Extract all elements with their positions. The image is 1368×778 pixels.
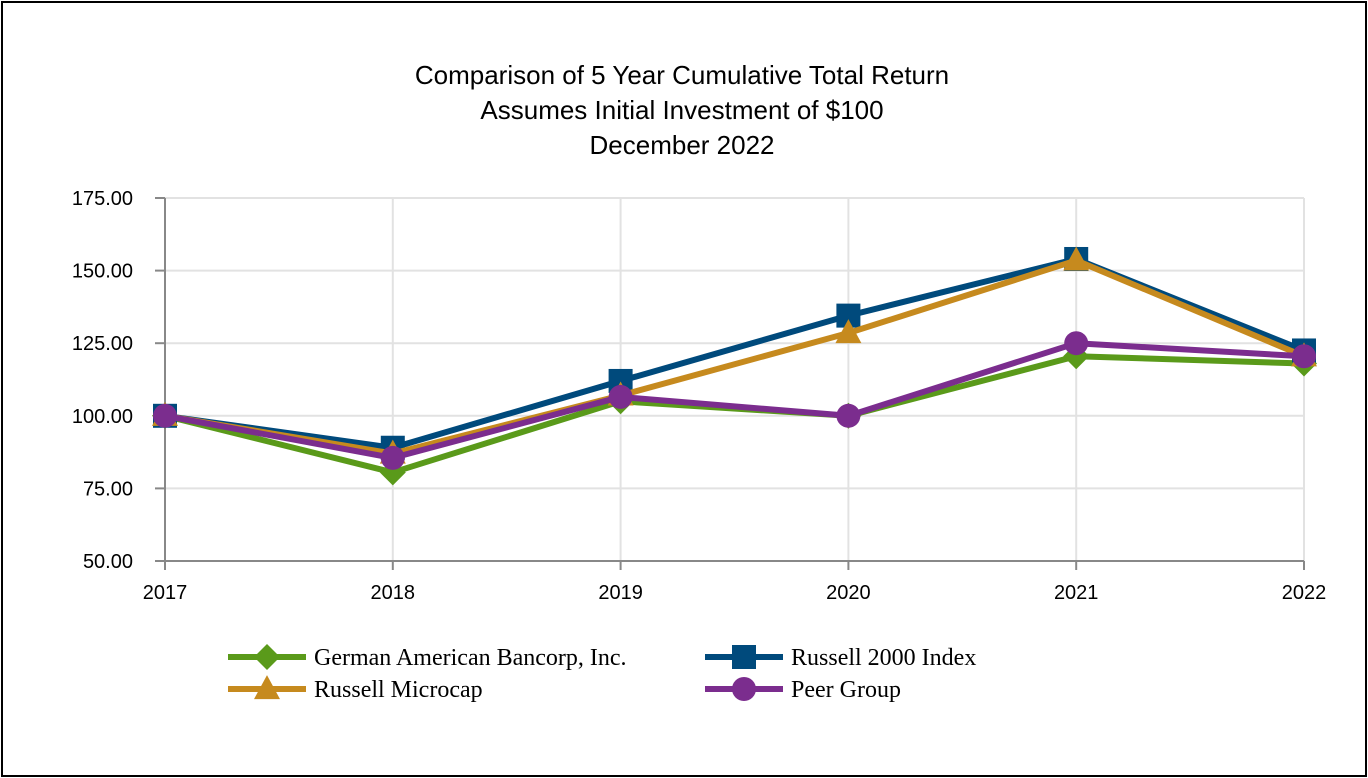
legend-item: Peer Group: [705, 677, 901, 703]
data-point-circle: [836, 403, 861, 428]
data-point-triangle: [1063, 246, 1090, 271]
y-tick-label: 125.00: [72, 333, 133, 355]
legend-marker-circle: [732, 677, 756, 701]
y-tick-label: 175.00: [72, 188, 133, 210]
data-point-circle: [153, 403, 177, 428]
x-tick-label: 2021: [1054, 582, 1099, 604]
y-tick-label: 50.00: [83, 551, 133, 573]
chart-title-line-2: Assumes Initial Investment of $100: [480, 95, 883, 125]
chart-title-line-3: December 2022: [590, 130, 775, 160]
y-tick-label: 75.00: [83, 478, 133, 500]
series-line: [164, 353, 1305, 476]
x-tick-label: 2019: [598, 582, 643, 604]
legend-item: Russell Microcap: [228, 675, 483, 703]
y-tick-label: 150.00: [72, 261, 133, 283]
chart-title: Comparison of 5 Year Cumulative Total Re…: [415, 60, 949, 160]
legend-marker-diamond: [254, 644, 280, 670]
series-triangle: [152, 246, 1317, 464]
legend-marker-square: [732, 645, 756, 669]
x-tick-label: 2017: [143, 582, 188, 604]
x-tick-label: 2020: [826, 582, 871, 604]
y-tick-label: 100.00: [72, 406, 133, 428]
series-square: [153, 246, 1316, 460]
axes: 50.00 75.00 100.00 125.00 150.00 175.00 2017 20…: [72, 188, 1326, 604]
legend-item: German American Bancorp, Inc.: [228, 644, 627, 671]
data-point-triangle: [835, 319, 862, 344]
legend-label: Russell Microcap: [314, 677, 483, 703]
legend-marker-triangle: [254, 675, 280, 700]
chart-title-line-1: Comparison of 5 Year Cumulative Total Re…: [415, 60, 949, 90]
data-point-circle: [380, 445, 405, 470]
series-lines: [152, 246, 1317, 486]
series-circle: [153, 331, 1316, 470]
series-line: [164, 257, 1306, 457]
grid: [165, 197, 1305, 561]
data-point-circle: [1064, 331, 1089, 356]
x-tick-label: 2018: [371, 582, 416, 604]
legend: German American Bancorp, Inc. Russell 200…: [228, 644, 976, 703]
legend-label: German American Bancorp, Inc.: [314, 645, 627, 671]
legend-label: Peer Group: [791, 677, 901, 703]
data-point-circle: [608, 384, 633, 409]
series-line: [164, 340, 1305, 461]
data-point-circle: [1292, 344, 1316, 369]
x-tick-label: 2022: [1282, 582, 1327, 604]
legend-label: Russell 2000 Index: [791, 645, 976, 671]
legend-item: Russell 2000 Index: [705, 645, 976, 671]
